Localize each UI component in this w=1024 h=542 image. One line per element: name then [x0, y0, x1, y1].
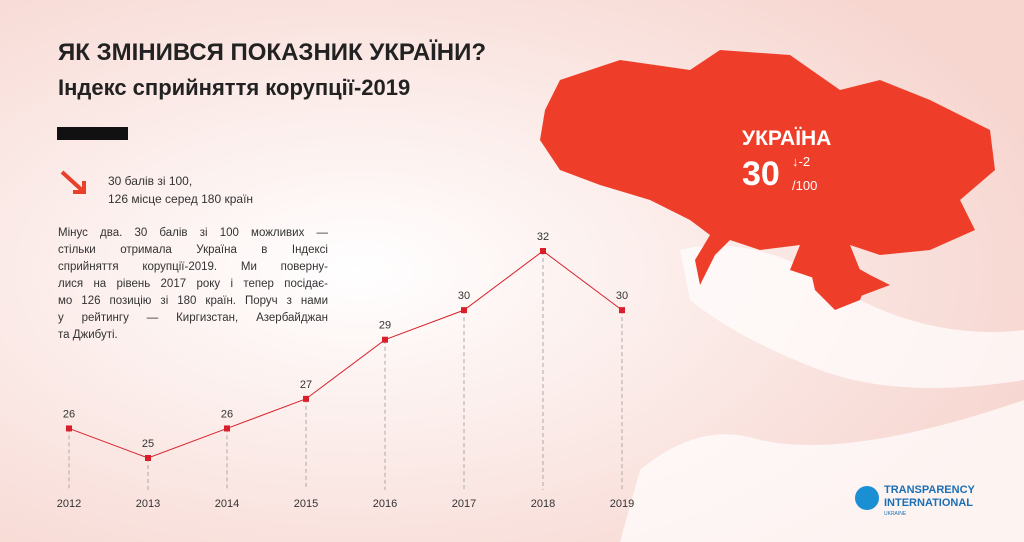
- point: [303, 395, 309, 402]
- value-label: 32: [537, 231, 549, 243]
- sea: [620, 245, 1024, 542]
- map-change: ↓-2: [792, 154, 810, 169]
- x-tick-label: 2018: [531, 498, 555, 510]
- description-line: у рейтингу — Киргизстан, Азербайджан: [58, 312, 328, 324]
- value-label: 29: [379, 320, 391, 332]
- value-label: 30: [458, 290, 470, 302]
- x-tick-label: 2012: [57, 498, 81, 510]
- series-line: [68, 250, 623, 459]
- point: [145, 455, 151, 461]
- description-line: лися на рівень 2017 року і тепер посідає…: [58, 278, 328, 290]
- x-tick-label: 2013: [136, 498, 160, 510]
- description-line: стільки отримала Україна в Індексі: [58, 244, 328, 256]
- summary-line: 126 місце серед 180 країн: [108, 192, 254, 206]
- value-label: 30: [616, 290, 628, 302]
- value-label: 26: [221, 408, 233, 420]
- point: [461, 307, 467, 314]
- x-tick-label: 2016: [373, 498, 397, 510]
- ukraine-map: [540, 50, 995, 310]
- description: Мінус два. 30 балів зі 100 можливих — сті…: [58, 225, 328, 344]
- point: [619, 307, 625, 314]
- subtitle: Індекс сприйняття корупції-2019: [58, 75, 410, 100]
- point: [540, 248, 546, 254]
- x-tick-label: 2017: [452, 498, 476, 510]
- logo-line: UKRAINE: [884, 511, 907, 517]
- summary-line: 30 балів зі 100,: [108, 174, 193, 188]
- map-score: 30: [742, 155, 780, 193]
- value-label: 26: [63, 408, 75, 420]
- x-tick-label: 2014: [215, 498, 239, 510]
- logo-line: INTERNATIONAL: [884, 497, 973, 509]
- point: [382, 336, 388, 343]
- value-label: 25: [142, 438, 154, 450]
- description-line: мо 126 позицію зі 180 країн. Поруч з нам…: [58, 295, 328, 307]
- title: ЯК ЗМІНИВСЯ ПОКАЗНИК УКРАЇНИ?: [58, 39, 486, 66]
- description-line: Мінус два. 30 балів зі 100 можливих —: [58, 227, 328, 239]
- down-arrow: [60, 170, 86, 194]
- map-country: УКРАЇНА: [742, 127, 831, 150]
- black-bar: [57, 127, 128, 140]
- point: [66, 425, 72, 432]
- logo-icon: [855, 486, 879, 510]
- map-scale: /100: [792, 178, 817, 193]
- logo-line: TRANSPARENCY: [884, 484, 976, 496]
- description-line: сприйняття корупції-2019. Ми поверну-: [58, 261, 328, 273]
- x-tick-label: 2015: [294, 498, 318, 510]
- value-label: 27: [300, 379, 312, 391]
- summary: 30 балів зі 100, 126 місце серед 180 кра…: [108, 172, 253, 208]
- description-line: та Джибуті.: [58, 329, 118, 341]
- x-tick-label: 2019: [610, 498, 634, 510]
- point: [224, 425, 230, 432]
